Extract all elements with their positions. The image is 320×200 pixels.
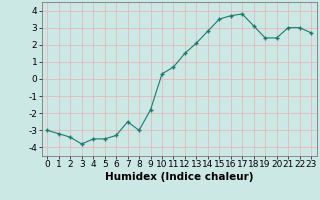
- X-axis label: Humidex (Indice chaleur): Humidex (Indice chaleur): [105, 172, 253, 182]
